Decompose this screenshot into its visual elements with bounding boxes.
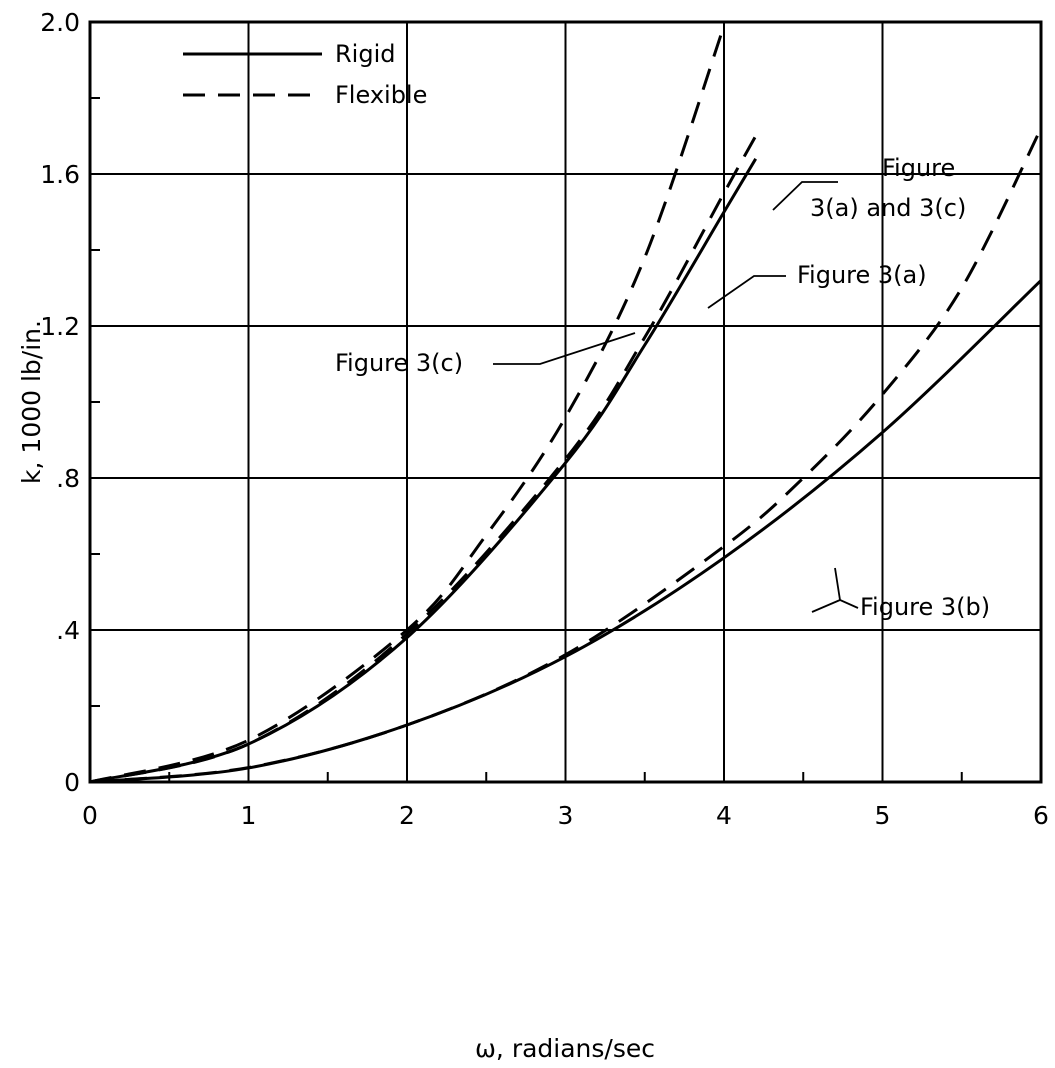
annotation-figure-3a-3c-line2: 3(a) and 3(c) — [810, 194, 966, 222]
x-tick-label: 2 — [399, 801, 415, 830]
annotation-figure-3b-leader-2 — [811, 599, 841, 613]
y-axis-label: k, 1000 lb/in. — [17, 320, 46, 484]
x-axis-label: ω, radians/sec — [475, 1034, 655, 1063]
x-tick-label: 4 — [716, 801, 732, 830]
x-tick-label: 5 — [875, 801, 891, 830]
grid — [90, 22, 1041, 782]
x-tick-labels: 0 1 2 3 4 5 6 — [82, 801, 1049, 830]
x-tick-label: 1 — [241, 801, 257, 830]
x-tick-label: 3 — [558, 801, 574, 830]
y-tick-label: 1.6 — [40, 160, 80, 189]
annotations: Figure 3(a) and 3(c) Figure 3(a) Figure … — [335, 154, 990, 621]
x-tick-label: 6 — [1033, 801, 1049, 830]
y-tick-label: 2.0 — [40, 8, 80, 37]
y-tick-label: .8 — [56, 464, 80, 493]
annotation-figure-3c: Figure 3(c) — [335, 349, 463, 377]
x-tick-label: 0 — [82, 801, 98, 830]
annotation-figure-3c-leader — [493, 332, 636, 365]
series-line-3-dashed — [89, 25, 726, 784]
annotation-figure-3b: Figure 3(b) — [860, 593, 990, 621]
plot-frame — [88, 20, 1043, 784]
series-lines — [89, 25, 1043, 784]
legend-rigid-label: Rigid — [335, 40, 395, 68]
y-tick-label: 1.2 — [40, 312, 80, 341]
annotation-figure-3a-3c-line1: Figure — [882, 154, 955, 182]
annotation-figure-3b-leader — [834, 567, 859, 609]
y-tick-label: .4 — [56, 616, 80, 645]
legend: Rigid Flexible — [183, 40, 427, 109]
annotation-figure-3a-leader — [707, 275, 786, 309]
tick-marks — [90, 97, 963, 782]
annotation-figure-3a: Figure 3(a) — [797, 261, 927, 289]
series-line-2-dashed — [89, 135, 758, 784]
series-line-5-dashed — [89, 127, 1043, 784]
y-tick-labels: 0 .4 .8 1.2 1.6 2.0 — [40, 8, 80, 797]
legend-flexible-label: Flexible — [335, 81, 427, 109]
y-tick-label: 0 — [64, 768, 80, 797]
series-line-1-solid — [89, 158, 757, 784]
annotation-figure-3a-3c-leader — [772, 181, 838, 211]
